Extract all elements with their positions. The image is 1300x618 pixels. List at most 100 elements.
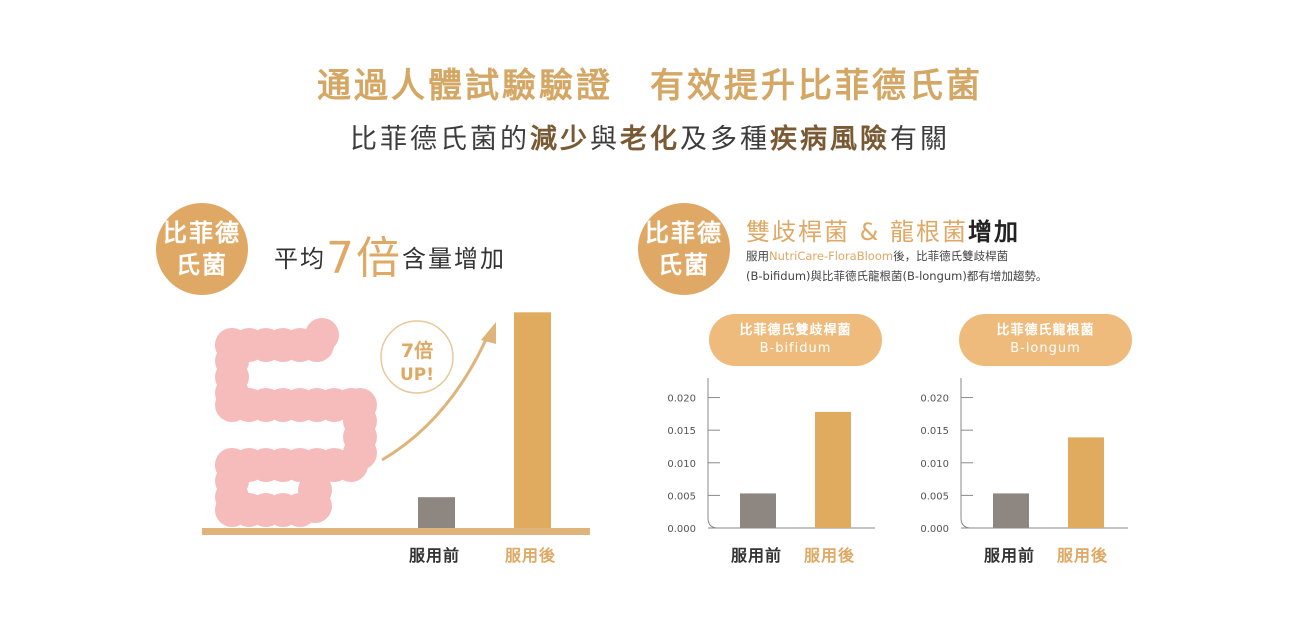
bifidum-tick-label: 0.015 [667, 426, 696, 437]
longum-pill-en: B-longum [1010, 341, 1081, 356]
bifidum-tick-label: 0.005 [667, 491, 696, 502]
desc-post: 後，比菲德氏雙歧桿菌 [893, 249, 1009, 263]
subtitle-text: 有關 [890, 124, 950, 155]
intestine-segment [249, 328, 283, 362]
subtitle-highlight: 老化 [620, 124, 680, 155]
intestine-segment [215, 328, 249, 362]
desc-brand: NutriCare-FloraBloom [769, 249, 894, 263]
intestine-segment [283, 493, 317, 527]
headline-big: 7倍 [326, 233, 402, 284]
right-title: 雙歧桿菌 & 龍根菌增加 [746, 212, 1020, 247]
subtitle-text: 比菲德氏菌的 [350, 124, 530, 155]
intestine-segment [283, 388, 317, 422]
page-title: 通過人體試驗驗證 有效提升比菲德氏菌 [317, 66, 983, 106]
bifidum-xlabel-after: 服用後 [804, 546, 856, 565]
intestine-segment [266, 328, 300, 362]
longum-bar-before [993, 493, 1029, 528]
intestine-segment [215, 448, 249, 482]
intestine-segment [343, 436, 377, 470]
headline-post: 含量增加 [402, 245, 506, 273]
intestine-segment [232, 448, 266, 482]
bifidum-tick-label: 0.000 [667, 524, 696, 535]
intestine-segment [249, 493, 283, 527]
intestine-segment [249, 388, 283, 422]
intestine-segment [317, 388, 351, 422]
longum-tick-label: 0.010 [920, 459, 949, 470]
left-bar-before [418, 497, 455, 528]
left-xlabel-after: 服用後 [505, 546, 557, 565]
intestine-segment [283, 328, 317, 362]
bifidum-tick-label: 0.020 [667, 394, 696, 405]
intestine-segment [249, 448, 283, 482]
intestine-segment [343, 388, 377, 422]
bifido-badge-right: 比菲德 氏菌 [638, 203, 730, 295]
intestine-segment [266, 448, 300, 482]
intestine-segment [300, 388, 334, 422]
longum-tick-label: 0.005 [920, 491, 949, 502]
longum-chart: 0.000 0.005 0.010 0.015 0.020 [920, 378, 1128, 535]
bifidum-chart: 0.000 0.005 0.010 0.015 0.020 [667, 378, 875, 535]
intestine-segment [266, 388, 300, 422]
bifidum-pill-en: B-bifidum [759, 341, 832, 356]
intestine-segment [215, 464, 249, 498]
longum-tick-label: 0.015 [920, 426, 949, 437]
badge-line-2: 氏菌 [658, 251, 710, 279]
intestine-segment [215, 480, 249, 514]
intestine-segment [334, 388, 368, 422]
longum-xlabel-after: 服用後 [1057, 546, 1109, 565]
growth-arrow [381, 334, 490, 462]
left-bar-after [514, 312, 551, 528]
badge-line-2: 氏菌 [176, 251, 228, 279]
intestine-segment [343, 404, 377, 438]
right-title-increase: 增加 [967, 218, 1020, 246]
desc-pre: 服用 [746, 249, 769, 263]
longum-pill: 比菲德氏龍根菌 B-longum [959, 314, 1132, 366]
bifidum-xlabel-before: 服用前 [731, 546, 783, 565]
intestine-segment [305, 318, 339, 352]
intestine-segment [215, 388, 249, 422]
subtitle-text: 及多種 [680, 124, 770, 155]
left-headline: 平均7倍含量增加 [274, 222, 506, 286]
intestine-segment [266, 493, 300, 527]
bubble-circle [380, 320, 454, 394]
badge-line-1: 比菲德 [645, 219, 723, 247]
subtitle-highlight: 減少 [530, 124, 590, 155]
bubble-line-2: UP! [400, 365, 434, 385]
subtitle-text: 與 [590, 124, 620, 155]
intestine-segment [215, 376, 249, 410]
longum-bar-after [1068, 437, 1104, 528]
intestine-segment [317, 448, 351, 482]
headline-pre: 平均 [274, 245, 326, 273]
bifidum-bar-after [815, 411, 851, 528]
left-xlabel-before: 服用前 [409, 546, 461, 565]
intestine-illustration [215, 318, 377, 527]
intestine-segment [343, 420, 377, 454]
intestine-segment [215, 360, 249, 394]
longum-xlabel-before: 服用前 [984, 546, 1036, 565]
right-description: 服用NutriCare-FloraBloom後，比菲德氏雙歧桿菌 (B-bifi… [746, 246, 1106, 286]
desc-line-2: (B-bifidum)與比菲德氏龍根菌(B-longum)都有增加趨勢。 [746, 269, 1048, 283]
intestine-segment [232, 388, 266, 422]
page-subtitle: 比菲德氏菌的減少與老化及多種疾病風險有關 [0, 117, 1300, 156]
longum-pill-zh: 比菲德氏龍根菌 [996, 323, 1095, 338]
longum-tick-label: 0.000 [920, 524, 949, 535]
intestine-segment [300, 328, 334, 362]
left-baseline [202, 528, 590, 535]
growth-arrow-head [481, 322, 496, 344]
intestine-segment [283, 448, 317, 482]
bifido-badge-left: 比菲德 氏菌 [156, 203, 248, 295]
bifidum-pill-zh: 比菲德氏雙歧桿菌 [739, 323, 852, 338]
intestine-segment [215, 448, 249, 482]
bifidum-axis [707, 378, 875, 529]
intestine-segment [232, 493, 266, 527]
intestine-segment [298, 489, 332, 523]
intestine-segment [298, 473, 332, 507]
subtitle-highlight: 疾病風險 [770, 124, 890, 155]
intestine-segment [215, 344, 249, 378]
intestine-segment [232, 328, 266, 362]
bifidum-pill: 比菲德氏雙歧桿菌 B-bifidum [709, 314, 882, 366]
right-title-species: 雙歧桿菌 & 龍根菌 [746, 218, 968, 246]
intestine-segment [334, 448, 368, 482]
bubble-line-1: 7倍 [401, 339, 433, 362]
bifidum-tick-label: 0.010 [667, 459, 696, 470]
